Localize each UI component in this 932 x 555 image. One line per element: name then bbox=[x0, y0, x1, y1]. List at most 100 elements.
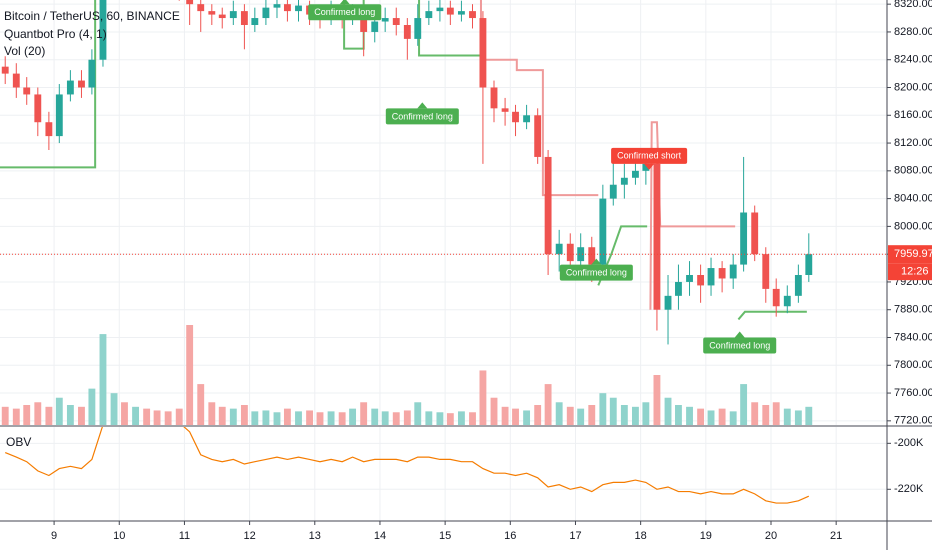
volume-bar bbox=[675, 405, 682, 425]
x-tick-label: 13 bbox=[309, 530, 321, 542]
volume-bar bbox=[436, 412, 444, 425]
volume-bar bbox=[729, 411, 737, 425]
x-tick-label: 12 bbox=[243, 530, 255, 542]
signal-box bbox=[559, 264, 633, 281]
candle-body bbox=[599, 198, 607, 265]
volume-bar bbox=[751, 402, 759, 425]
volume-bar bbox=[490, 397, 498, 425]
volume-bar bbox=[153, 410, 161, 425]
candle-body bbox=[783, 295, 791, 307]
volume-bar bbox=[371, 408, 379, 425]
signal-text: Confirmed long bbox=[709, 340, 770, 350]
axes: 9 10 11 12 13 14 15 16 17 18 19 20 21 7720.00 7760.00 7… bbox=[51, 0, 932, 542]
candle-body bbox=[436, 7, 444, 12]
candle-body bbox=[457, 11, 465, 15]
volume-bar bbox=[262, 410, 270, 425]
x-tick-label: 9 bbox=[51, 530, 57, 542]
volume-bar bbox=[316, 412, 324, 425]
candle-body bbox=[295, 5, 302, 12]
x-tick-label: 10 bbox=[113, 530, 125, 542]
candle-body bbox=[718, 268, 726, 279]
candle-body bbox=[78, 80, 85, 88]
volume-bar bbox=[566, 406, 574, 425]
volume-bar bbox=[555, 402, 563, 425]
candle-body bbox=[772, 288, 780, 307]
volume-bar bbox=[132, 406, 139, 425]
volume-bar bbox=[121, 402, 128, 425]
volume-bar bbox=[349, 408, 357, 425]
x-tick-label: 11 bbox=[179, 530, 190, 542]
candle-body bbox=[642, 163, 650, 171]
countdown-tag bbox=[888, 263, 932, 281]
candle-body bbox=[262, 7, 270, 19]
x-tick-label: 21 bbox=[830, 530, 842, 542]
candle-body bbox=[577, 247, 585, 262]
x-tick-label: 19 bbox=[700, 530, 712, 542]
candle-body bbox=[1, 66, 9, 74]
volume-bar bbox=[544, 384, 552, 425]
candle-body bbox=[697, 275, 705, 286]
volume-bar bbox=[588, 405, 596, 425]
candle-body bbox=[251, 18, 259, 25]
candle-body bbox=[403, 25, 411, 39]
candle-body bbox=[55, 94, 63, 137]
volume-bar bbox=[12, 408, 20, 425]
indicator-label: Quantbot Pro (4, 1) bbox=[4, 27, 107, 41]
signal-box bbox=[385, 108, 459, 125]
signal-text: Confirmed long bbox=[314, 7, 375, 17]
volume-bar bbox=[446, 413, 454, 425]
volume-bar bbox=[327, 411, 335, 425]
signal-box bbox=[611, 147, 688, 164]
volume-bar bbox=[110, 393, 118, 425]
candle-body bbox=[479, 18, 487, 88]
volume-bar bbox=[501, 406, 509, 425]
stop-line bbox=[479, 0, 599, 197]
last-price-tag bbox=[888, 245, 932, 264]
volume-bar bbox=[78, 406, 85, 425]
volume-bar bbox=[295, 411, 302, 425]
x-tick-label: 16 bbox=[504, 530, 516, 542]
volume-bar bbox=[403, 410, 411, 425]
signal-text: Confirmed long bbox=[566, 268, 627, 278]
volume-bar bbox=[45, 406, 53, 425]
volume-bar bbox=[88, 388, 96, 425]
candle-body bbox=[762, 254, 770, 289]
candle-body bbox=[707, 268, 715, 286]
indicator-label: Vol (20) bbox=[4, 44, 45, 58]
volume-bar bbox=[23, 405, 31, 425]
volume-bar bbox=[208, 402, 216, 425]
volume-bar bbox=[631, 406, 639, 425]
signal-text: Confirmed long bbox=[392, 111, 453, 121]
candle-body bbox=[381, 18, 389, 22]
volume-bar bbox=[783, 408, 791, 425]
candle-body bbox=[218, 14, 226, 19]
candle-body bbox=[273, 4, 281, 8]
volume-bar bbox=[251, 411, 259, 425]
volume-bar bbox=[392, 412, 400, 425]
x-tick-label: 17 bbox=[569, 530, 581, 542]
signal-arrow bbox=[339, 0, 350, 5]
y-tick-label: 7720.00 bbox=[894, 415, 932, 427]
candle-body bbox=[208, 11, 216, 15]
volume-bar bbox=[620, 405, 628, 425]
volume-bar bbox=[740, 384, 748, 425]
volume-bar bbox=[99, 334, 107, 425]
candle-body bbox=[805, 254, 813, 275]
obv-tick-label: -220K bbox=[894, 483, 924, 495]
candle-body bbox=[425, 11, 433, 19]
y-tick-label: 8040.00 bbox=[894, 193, 932, 205]
volume-bar bbox=[653, 375, 661, 425]
volume-bar bbox=[55, 397, 63, 425]
candle-body bbox=[240, 11, 248, 25]
volume-bar bbox=[283, 408, 291, 425]
candle-body bbox=[414, 18, 422, 39]
volume-bar bbox=[273, 412, 281, 425]
candle-body bbox=[512, 111, 519, 123]
candle-body bbox=[12, 73, 20, 88]
x-tick-label: 20 bbox=[765, 530, 777, 542]
candle-body bbox=[371, 21, 379, 32]
signal-arrow bbox=[591, 258, 602, 265]
signal-label: Confirmed long bbox=[385, 102, 459, 125]
candle-body bbox=[283, 4, 291, 12]
